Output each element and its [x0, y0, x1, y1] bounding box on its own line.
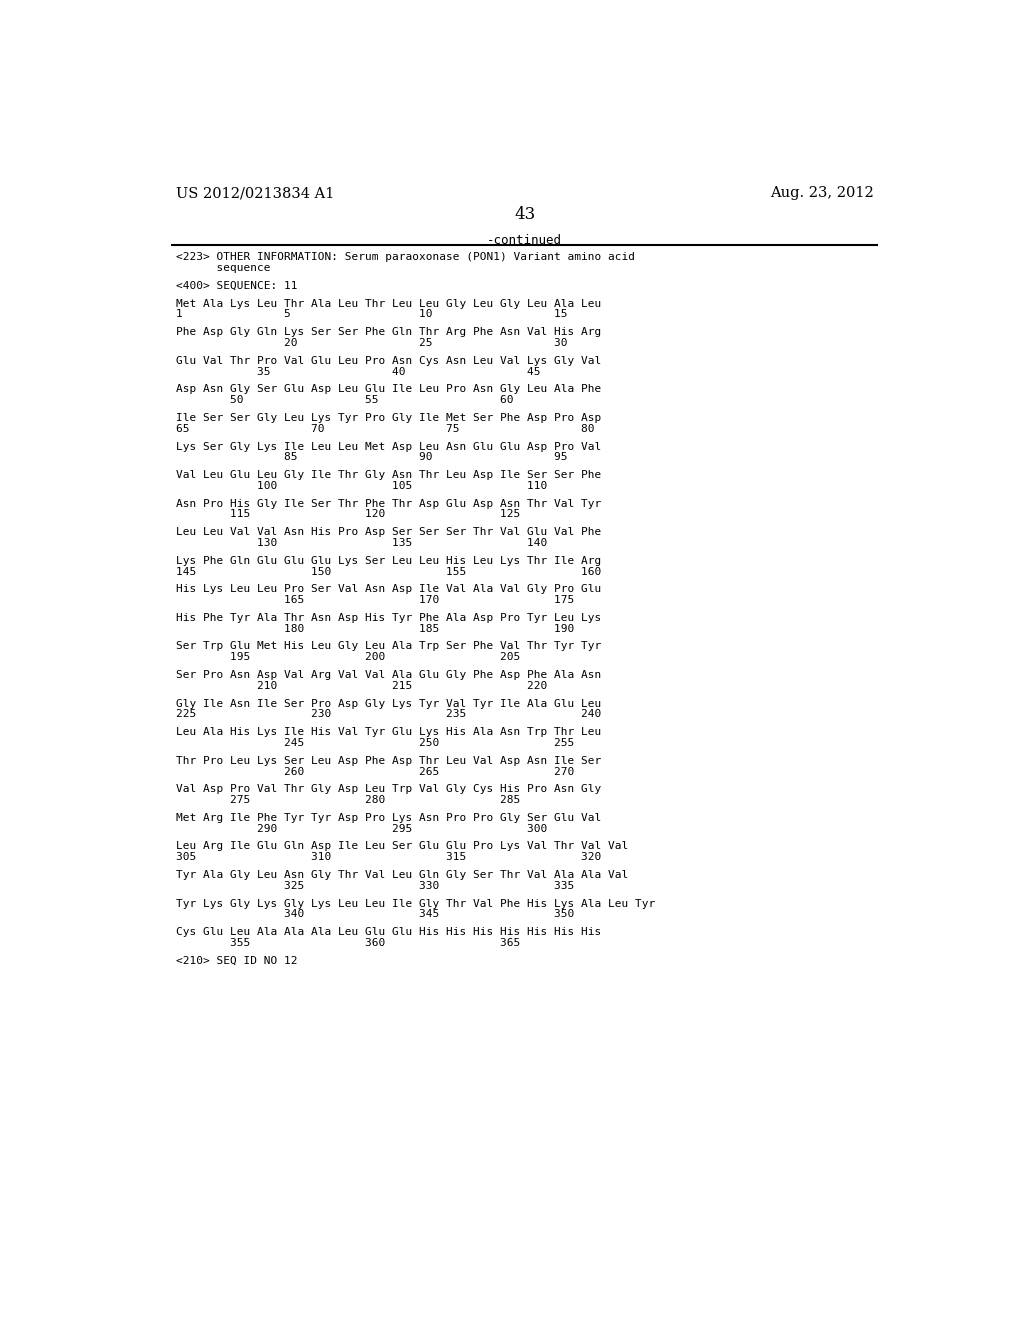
- Text: Thr Pro Leu Lys Ser Leu Asp Phe Asp Thr Leu Val Asp Asn Ile Ser: Thr Pro Leu Lys Ser Leu Asp Phe Asp Thr …: [176, 756, 601, 766]
- Text: 340                 345                 350: 340 345 350: [176, 909, 574, 920]
- Text: Lys Phe Gln Glu Glu Glu Lys Ser Leu Leu His Leu Lys Thr Ile Arg: Lys Phe Gln Glu Glu Glu Lys Ser Leu Leu …: [176, 556, 601, 566]
- Text: Gly Ile Asn Ile Ser Pro Asp Gly Lys Tyr Val Tyr Ile Ala Glu Leu: Gly Ile Asn Ile Ser Pro Asp Gly Lys Tyr …: [176, 698, 601, 709]
- Text: Lys Ser Gly Lys Ile Leu Leu Met Asp Leu Asn Glu Glu Asp Pro Val: Lys Ser Gly Lys Ile Leu Leu Met Asp Leu …: [176, 441, 601, 451]
- Text: Tyr Ala Gly Leu Asn Gly Thr Val Leu Gln Gly Ser Thr Val Ala Ala Val: Tyr Ala Gly Leu Asn Gly Thr Val Leu Gln …: [176, 870, 629, 880]
- Text: Glu Val Thr Pro Val Glu Leu Pro Asn Cys Asn Leu Val Lys Gly Val: Glu Val Thr Pro Val Glu Leu Pro Asn Cys …: [176, 356, 601, 366]
- Text: His Phe Tyr Ala Thr Asn Asp His Tyr Phe Ala Asp Pro Tyr Leu Lys: His Phe Tyr Ala Thr Asn Asp His Tyr Phe …: [176, 612, 601, 623]
- Text: 260                 265                 270: 260 265 270: [176, 767, 574, 776]
- Text: Asn Pro His Gly Ile Ser Thr Phe Thr Asp Glu Asp Asn Thr Val Tyr: Asn Pro His Gly Ile Ser Thr Phe Thr Asp …: [176, 499, 601, 508]
- Text: 115                 120                 125: 115 120 125: [176, 510, 520, 520]
- Text: Ser Pro Asn Asp Val Arg Val Val Ala Glu Gly Phe Asp Phe Ala Asn: Ser Pro Asn Asp Val Arg Val Val Ala Glu …: [176, 671, 601, 680]
- Text: 225                 230                 235                 240: 225 230 235 240: [176, 709, 601, 719]
- Text: 180                 185                 190: 180 185 190: [176, 624, 574, 634]
- Text: 195                 200                 205: 195 200 205: [176, 652, 520, 663]
- Text: 290                 295                 300: 290 295 300: [176, 824, 547, 834]
- Text: Val Leu Glu Leu Gly Ile Thr Gly Asn Thr Leu Asp Ile Ser Ser Phe: Val Leu Glu Leu Gly Ile Thr Gly Asn Thr …: [176, 470, 601, 480]
- Text: 1               5                   10                  15: 1 5 10 15: [176, 309, 567, 319]
- Text: Leu Ala His Lys Ile His Val Tyr Glu Lys His Ala Asn Trp Thr Leu: Leu Ala His Lys Ile His Val Tyr Glu Lys …: [176, 727, 601, 737]
- Text: 245                 250                 255: 245 250 255: [176, 738, 574, 748]
- Text: <223> OTHER INFORMATION: Serum paraoxonase (PON1) Variant amino acid: <223> OTHER INFORMATION: Serum paraoxona…: [176, 252, 635, 263]
- Text: Tyr Lys Gly Lys Gly Lys Leu Leu Ile Gly Thr Val Phe His Lys Ala Leu Tyr: Tyr Lys Gly Lys Gly Lys Leu Leu Ile Gly …: [176, 899, 655, 908]
- Text: 305                 310                 315                 320: 305 310 315 320: [176, 853, 601, 862]
- Text: US 2012/0213834 A1: US 2012/0213834 A1: [176, 186, 335, 201]
- Text: Met Ala Lys Leu Thr Ala Leu Thr Leu Leu Gly Leu Gly Leu Ala Leu: Met Ala Lys Leu Thr Ala Leu Thr Leu Leu …: [176, 298, 601, 309]
- Text: Met Arg Ile Phe Tyr Tyr Asp Pro Lys Asn Pro Pro Gly Ser Glu Val: Met Arg Ile Phe Tyr Tyr Asp Pro Lys Asn …: [176, 813, 601, 822]
- Text: sequence: sequence: [176, 263, 270, 273]
- Text: 355                 360                 365: 355 360 365: [176, 939, 520, 948]
- Text: -continued: -continued: [487, 234, 562, 247]
- Text: 100                 105                 110: 100 105 110: [176, 480, 547, 491]
- Text: 130                 135                 140: 130 135 140: [176, 539, 547, 548]
- Text: <400> SEQUENCE: 11: <400> SEQUENCE: 11: [176, 281, 298, 290]
- Text: 145                 150                 155                 160: 145 150 155 160: [176, 566, 601, 577]
- Text: Ile Ser Ser Gly Leu Lys Tyr Pro Gly Ile Met Ser Phe Asp Pro Asp: Ile Ser Ser Gly Leu Lys Tyr Pro Gly Ile …: [176, 413, 601, 422]
- Text: 165                 170                 175: 165 170 175: [176, 595, 574, 605]
- Text: Leu Leu Val Val Asn His Pro Asp Ser Ser Ser Thr Val Glu Val Phe: Leu Leu Val Val Asn His Pro Asp Ser Ser …: [176, 527, 601, 537]
- Text: 20                  25                  30: 20 25 30: [176, 338, 567, 348]
- Text: 50                  55                  60: 50 55 60: [176, 395, 514, 405]
- Text: Ser Trp Glu Met His Leu Gly Leu Ala Trp Ser Phe Val Thr Tyr Tyr: Ser Trp Glu Met His Leu Gly Leu Ala Trp …: [176, 642, 601, 652]
- Text: Asp Asn Gly Ser Glu Asp Leu Glu Ile Leu Pro Asn Gly Leu Ala Phe: Asp Asn Gly Ser Glu Asp Leu Glu Ile Leu …: [176, 384, 601, 395]
- Text: 65                  70                  75                  80: 65 70 75 80: [176, 424, 595, 434]
- Text: 210                 215                 220: 210 215 220: [176, 681, 547, 690]
- Text: Cys Glu Leu Ala Ala Ala Leu Glu Glu His His His His His His His: Cys Glu Leu Ala Ala Ala Leu Glu Glu His …: [176, 927, 601, 937]
- Text: 325                 330                 335: 325 330 335: [176, 880, 574, 891]
- Text: 275                 280                 285: 275 280 285: [176, 795, 520, 805]
- Text: <210> SEQ ID NO 12: <210> SEQ ID NO 12: [176, 956, 298, 966]
- Text: His Lys Leu Leu Pro Ser Val Asn Asp Ile Val Ala Val Gly Pro Glu: His Lys Leu Leu Pro Ser Val Asn Asp Ile …: [176, 585, 601, 594]
- Text: Leu Arg Ile Glu Gln Asp Ile Leu Ser Glu Glu Pro Lys Val Thr Val Val: Leu Arg Ile Glu Gln Asp Ile Leu Ser Glu …: [176, 841, 629, 851]
- Text: 85                  90                  95: 85 90 95: [176, 453, 567, 462]
- Text: Val Asp Pro Val Thr Gly Asp Leu Trp Val Gly Cys His Pro Asn Gly: Val Asp Pro Val Thr Gly Asp Leu Trp Val …: [176, 784, 601, 795]
- Text: 43: 43: [514, 206, 536, 223]
- Text: Aug. 23, 2012: Aug. 23, 2012: [770, 186, 873, 201]
- Text: 35                  40                  45: 35 40 45: [176, 367, 541, 376]
- Text: Phe Asp Gly Gln Lys Ser Ser Phe Gln Thr Arg Phe Asn Val His Arg: Phe Asp Gly Gln Lys Ser Ser Phe Gln Thr …: [176, 327, 601, 338]
